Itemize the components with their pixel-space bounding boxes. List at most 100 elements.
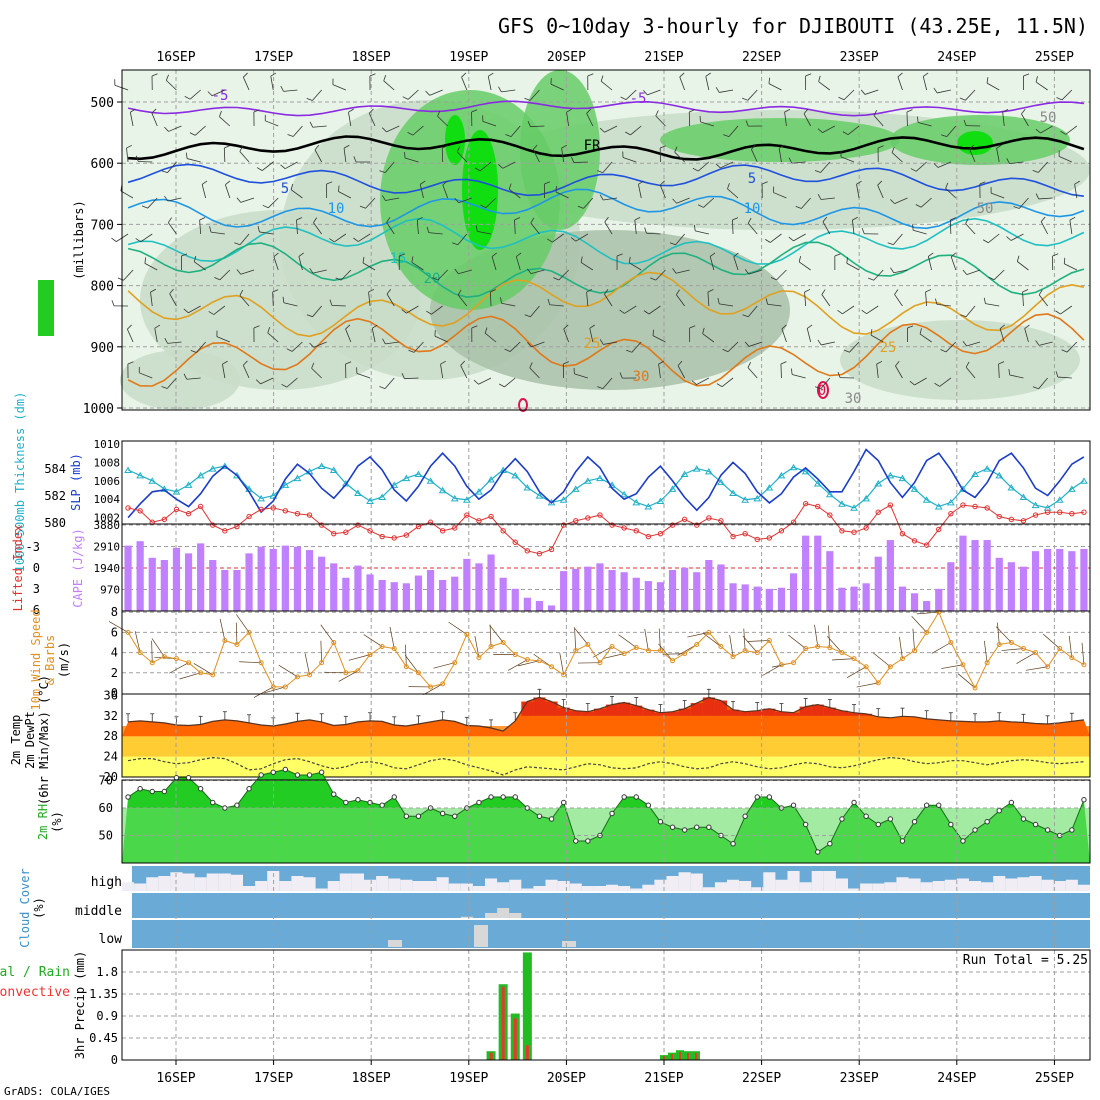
wind-barb-flag [280, 85, 284, 92]
cloud-bar-low [562, 941, 576, 947]
wind-barb [988, 233, 1000, 244]
cloud-bar-high [787, 871, 800, 891]
wind-barb-flag [788, 157, 793, 164]
top-date-label: 16SEP [156, 50, 195, 65]
wind-barb [338, 191, 352, 199]
wind-barb-flag [852, 216, 858, 221]
rh2m-point [500, 794, 506, 800]
rh2m-tick-label: 60 [99, 801, 113, 815]
wind-barb [298, 256, 303, 271]
wind-barb-10m [219, 618, 226, 641]
thickness-point [583, 477, 592, 484]
wind-barb-flag [589, 324, 595, 329]
cape-bar [354, 565, 362, 611]
wind-barb [798, 261, 811, 271]
cloud-bar-high [424, 881, 437, 891]
wind-barb-flag [577, 205, 584, 209]
lifted-index-point [839, 528, 845, 534]
wind-speed-point [597, 660, 603, 666]
wind-barb [876, 364, 879, 379]
wind-barb-10m [856, 682, 879, 688]
wind-barb [893, 233, 903, 245]
wind-barb [602, 377, 613, 389]
wind-barb-flag [679, 72, 685, 78]
wind-barb-flag [454, 198, 459, 204]
wind-barb-flag [570, 237, 577, 242]
thickness-point [293, 474, 302, 482]
wind-speed-line [127, 611, 1085, 690]
wind-barb [821, 294, 831, 307]
wind-barb [189, 89, 201, 100]
wind-barb-flag [286, 348, 293, 352]
wind-barb [272, 291, 274, 307]
wind-barb-flag [272, 289, 279, 293]
wind-barb-flag [222, 360, 228, 365]
wind-barb-flag [907, 325, 914, 329]
cape-bar [850, 586, 858, 611]
rh2m-point [1020, 816, 1027, 822]
wind-barb [659, 184, 666, 199]
wind-barb-flag [861, 228, 865, 234]
cape-bar [1019, 566, 1028, 611]
wind-barb-flag [348, 108, 354, 113]
wind-barb [676, 294, 685, 307]
cape-bar [729, 583, 737, 611]
wind-barb [894, 197, 908, 205]
wind-barb-flag [309, 267, 314, 274]
rh2m-point [415, 813, 422, 819]
wind-barb [368, 292, 371, 307]
wind-barb [168, 222, 177, 235]
wind-barb-flag [1002, 108, 1009, 113]
wind-speed-point [403, 664, 409, 670]
wind-speed-point [960, 662, 966, 668]
cape-bar [560, 571, 568, 611]
contour-label: 25 [584, 336, 601, 352]
wind-barb-flag [915, 204, 922, 208]
wind-barb-flag [709, 252, 716, 257]
wind-speed-point [827, 645, 833, 651]
rh2m-point [560, 799, 567, 806]
cloud-bar-high [1041, 879, 1054, 891]
wind-barb-flag [1035, 193, 1040, 200]
wind-barb-flag [1022, 289, 1029, 293]
wind-barb-flag [309, 342, 314, 348]
wind-barb-flag [372, 324, 378, 329]
wind-barb-flag [547, 298, 551, 305]
lifted-index-point [391, 535, 397, 541]
wind-barb-flag [962, 340, 967, 347]
wind-barb-flag [379, 170, 386, 174]
wind-barb-10m [363, 634, 383, 647]
rh2m-point [548, 816, 555, 822]
wind-barb [936, 303, 951, 307]
wind-barb [563, 328, 570, 343]
wind-speed-point [1057, 646, 1063, 652]
wind-barb-10m [1025, 666, 1048, 671]
wind-barb-flag [183, 308, 189, 314]
lifted-index-point [936, 526, 942, 533]
cloud-bar-high [932, 881, 945, 891]
wind-barb [491, 256, 497, 271]
temp-hot-fill [739, 711, 752, 716]
wind-barb-flag [693, 224, 696, 231]
cloud-bar-high [702, 887, 715, 891]
wind-barb [897, 76, 903, 91]
wind-barb [784, 112, 787, 127]
wind-barb-flag [127, 324, 132, 330]
wind-barb-flag [676, 289, 680, 295]
wind-speed-point [791, 660, 797, 666]
cloud-bar-high [1077, 884, 1090, 891]
wind-barb-flag [658, 360, 665, 365]
rh2m-point [730, 841, 736, 847]
cloud-bar-high [666, 876, 679, 891]
wind-barb [1009, 374, 1024, 379]
wind-barb [343, 148, 347, 163]
rh-contour-fill-11 [120, 350, 240, 410]
wind-barb [484, 332, 497, 343]
wind-barb-flag [267, 326, 271, 333]
wind-barb [239, 233, 250, 245]
wind-barb [1060, 305, 1073, 315]
wind-speed-point [621, 651, 627, 657]
wind-barb [818, 81, 831, 91]
cape-bar [451, 576, 459, 611]
wind-speed-point [488, 644, 494, 650]
